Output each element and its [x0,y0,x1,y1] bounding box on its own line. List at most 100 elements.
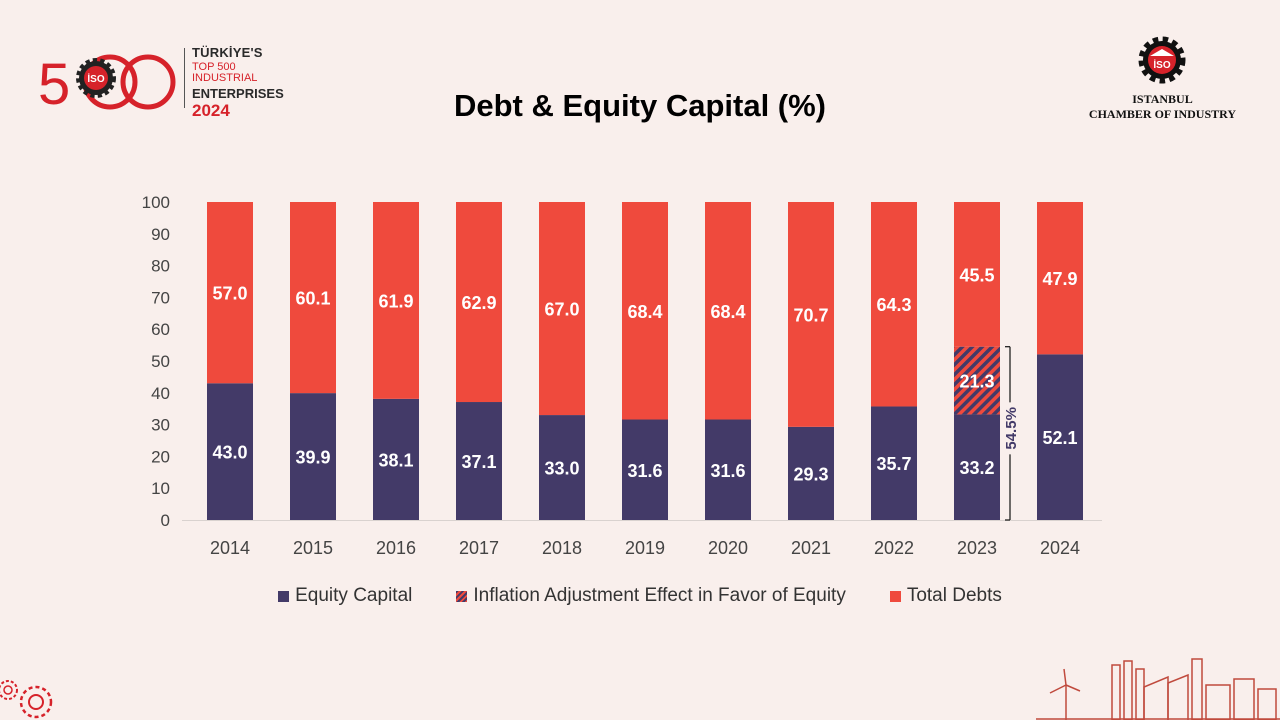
bar-debt [788,202,834,427]
bar-debt [954,202,1000,347]
svg-text:İSO: İSO [87,72,104,85]
bar-equity [705,419,751,520]
legend-swatch-inflation [456,590,468,602]
x-tick-label: 2016 [376,538,416,558]
logo-divider [184,48,185,108]
x-tick-label: 2021 [791,538,831,558]
annotation-label: 54.5% [1003,407,1020,450]
x-tick-label: 2024 [1040,538,1080,558]
chart-legend: Equity Capital Inflation Adjustment Effe… [0,585,1280,607]
data-label-equity: 35.7 [876,454,911,474]
top500-logo-mark: 5 İSO [38,52,176,114]
bar-debt [622,202,668,420]
bar-equity [871,406,917,520]
logo-line3: ENTERPRISES [192,86,284,101]
data-label-debt: 60.1 [295,289,330,309]
bar-debt [290,202,336,394]
bar-debt [539,202,585,416]
org-name-line1: ISTANBUL [1132,92,1193,106]
data-label-equity: 38.1 [378,450,413,470]
factory-skyline-icon [1036,658,1280,720]
x-tick-label: 2014 [210,538,250,558]
bar-debt [207,202,253,384]
data-label-debt: 62.9 [461,293,496,313]
bar-debt [373,202,419,399]
x-tick-label: 2020 [708,538,748,558]
legend-item-debts: Total Debts [889,585,1002,607]
legend-item-equity: Equity Capital [278,585,412,607]
logo-year: 2024 [192,101,230,120]
y-tick-label: 10 [151,479,170,498]
legend-item-inflation: Inflation Adjustment Effect in Favor of … [456,585,846,607]
x-tick-label: 2015 [293,538,333,558]
data-label-debt: 68.4 [710,302,745,322]
bar-equity [539,415,585,520]
logo-text: TÜRKİYE'S TOP 500 INDUSTRIAL ENTERPRISES… [192,46,298,119]
bar-equity [373,398,419,520]
y-tick-label: 90 [151,225,170,244]
bar-equity [207,383,253,520]
data-label-debt: 61.9 [378,291,413,311]
data-label-inflation: 21.3 [959,372,994,392]
data-label-debt: 67.0 [544,300,579,320]
bar-equity [1037,354,1083,520]
data-label-debt: 45.5 [959,265,994,285]
logo-digit-5: 5 [38,52,70,114]
data-label-equity: 31.6 [710,461,745,481]
logo-line2: TOP 500 INDUSTRIAL [192,61,258,84]
bar-debt [871,202,917,407]
y-tick-label: 70 [151,288,170,307]
iso-logo: İSO ISTANBUL CHAMBER OF INDUSTRY [1070,34,1255,129]
bar-debt [1037,202,1083,355]
legend-swatch-debts [889,590,901,602]
bar-inflation [954,346,1000,415]
data-label-equity: 29.3 [793,464,828,484]
y-tick-label: 0 [161,511,170,530]
data-label-equity: 43.0 [212,443,247,463]
chart-title: Debt & Equity Capital (%) [453,88,826,123]
bar-equity [290,393,336,520]
y-tick-label: 30 [151,416,170,435]
y-tick-label: 100 [142,193,170,212]
data-label-debt: 57.0 [212,284,247,304]
bar-equity [954,414,1000,520]
data-label-equity: 39.9 [295,448,330,468]
y-tick-label: 80 [151,257,170,276]
x-tick-label: 2023 [957,538,997,558]
legend-label-debts: Total Debts [906,585,1002,606]
bar-debt [705,202,751,420]
bar-equity [622,419,668,520]
y-tick-label: 20 [151,447,170,466]
data-label-equity: 52.1 [1042,428,1077,448]
data-label-debt: 70.7 [793,305,828,325]
data-label-debt: 64.3 [876,295,911,315]
legend-label-inflation: Inflation Adjustment Effect in Favor of … [473,585,846,606]
x-tick-label: 2017 [459,538,499,558]
y-tick-label: 60 [151,320,170,339]
top500-logo: 5 İSO TÜRKİYE'S TOP 500 INDUSTRIAL ENTER… [38,44,298,119]
legend-label-equity: Equity Capital [295,585,413,606]
legend-swatch-equity [278,590,290,602]
logo-line1: TÜRKİYE'S [192,45,263,60]
data-label-debt: 47.9 [1042,269,1077,289]
logo-ring-2 [120,54,176,110]
x-tick-label: 2018 [542,538,582,558]
bracket-label-bg [1001,402,1019,455]
x-tick-label: 2019 [625,538,665,558]
bar-equity [456,402,502,520]
bar-debt [456,202,502,403]
iso-gear-icon: İSO [1138,36,1186,84]
gear-icon: İSO [76,58,116,98]
data-label-equity: 33.2 [959,458,994,478]
x-tick-label: 2022 [874,538,914,558]
data-label-equity: 37.1 [461,452,496,472]
data-label-debt: 68.4 [627,302,662,322]
data-label-equity: 33.0 [544,459,579,479]
svg-text:İSO: İSO [1153,58,1170,71]
y-tick-label: 50 [151,352,170,371]
gears-decoration-icon [0,680,53,719]
data-label-equity: 31.6 [627,461,662,481]
bar-equity [788,426,834,520]
org-name-line2: CHAMBER OF INDUSTRY [1088,107,1237,121]
